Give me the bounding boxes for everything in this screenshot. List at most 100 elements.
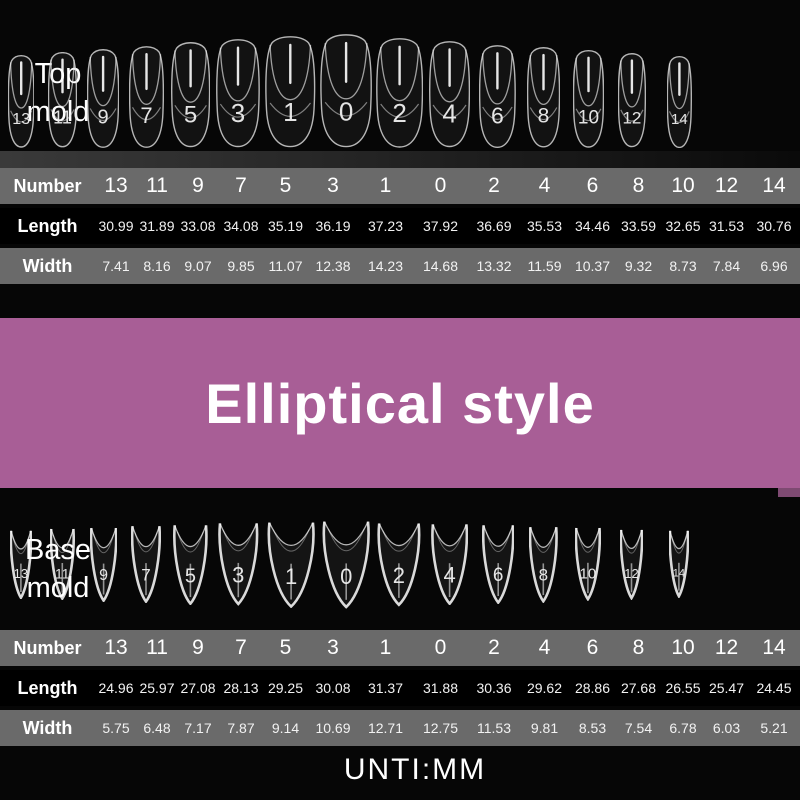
svg-text:11: 11 bbox=[55, 565, 70, 581]
size-number-cell: 13 bbox=[104, 636, 128, 659]
measurement-cell: 30.76 bbox=[756, 218, 792, 234]
size-number-cell: 10 bbox=[671, 636, 695, 659]
base-length-row: Length 24.96 25.97 27.08 28.13 29.25 30.08 31.… bbox=[0, 670, 800, 706]
measurement-cell: 10.37 bbox=[574, 258, 611, 274]
top-nail-tip: 13 bbox=[8, 55, 34, 148]
nail-slot: 4 bbox=[425, 41, 474, 148]
measurement-cell: 9.85 bbox=[227, 258, 255, 274]
nail-slot: 9 bbox=[82, 525, 124, 602]
measurement-cell: 34.08 bbox=[223, 218, 259, 234]
svg-text:7: 7 bbox=[141, 565, 150, 584]
size-number-cell: 0 bbox=[434, 174, 447, 197]
svg-text:6: 6 bbox=[491, 102, 504, 128]
svg-text:10: 10 bbox=[580, 566, 597, 583]
base-nail-tip: 3 bbox=[217, 523, 258, 606]
svg-text:0: 0 bbox=[338, 97, 352, 127]
svg-text:3: 3 bbox=[232, 563, 244, 588]
measurement-cell: 7.41 bbox=[102, 258, 130, 274]
svg-text:11: 11 bbox=[53, 107, 72, 127]
measurement-cell: 29.25 bbox=[267, 680, 304, 696]
top-number-cells: 13 11 9 7 5 3 1 0 2 4 6 8 10 12 14 bbox=[95, 174, 800, 198]
measurement-cell: 30.99 bbox=[98, 218, 134, 234]
measurement-cell: 31.88 bbox=[422, 680, 459, 696]
measurement-cell: 28.13 bbox=[223, 680, 259, 696]
measurement-cell: 9.81 bbox=[530, 720, 559, 736]
measurement-cell: 11.53 bbox=[477, 720, 511, 736]
size-number-cell: 13 bbox=[104, 174, 128, 197]
svg-text:13: 13 bbox=[14, 566, 28, 581]
measurement-cell: 31.37 bbox=[367, 680, 404, 696]
top-number-row: Number 13 11 9 7 5 3 1 0 2 4 6 8 10 12 14 bbox=[0, 168, 800, 204]
nail-slot: 3 bbox=[213, 39, 263, 148]
measurement-cell: 7.17 bbox=[184, 720, 212, 736]
measurement-cell: 9.07 bbox=[184, 258, 212, 274]
nail-slot: 1 bbox=[263, 36, 318, 148]
measurement-cell: 35.19 bbox=[267, 218, 304, 234]
size-number-cell: 5 bbox=[279, 636, 292, 659]
nail-slot: 5 bbox=[168, 42, 213, 148]
base-nail-tip: 2 bbox=[377, 522, 421, 607]
size-number-cell: 5 bbox=[279, 174, 292, 197]
nail-slot: 14 bbox=[653, 56, 705, 148]
top-nail-tip: 7 bbox=[128, 46, 164, 148]
measurement-cell: 33.59 bbox=[620, 218, 657, 234]
measurement-cell: 11.07 bbox=[268, 258, 303, 274]
size-number-cell: 7 bbox=[235, 636, 247, 659]
svg-text:2: 2 bbox=[392, 98, 406, 128]
size-number-cell: 0 bbox=[434, 636, 447, 659]
svg-text:13: 13 bbox=[12, 111, 30, 128]
top-nail-tip: 5 bbox=[171, 42, 210, 148]
base-length-row-label: Length bbox=[17, 677, 78, 698]
top-nail-tip: 10 bbox=[572, 50, 604, 148]
top-nail-tip: 2 bbox=[375, 38, 423, 148]
measurement-cell: 11.59 bbox=[527, 258, 562, 274]
base-width-row-label: Width bbox=[22, 717, 73, 738]
svg-text:5: 5 bbox=[185, 565, 196, 587]
nail-slot: 7 bbox=[124, 523, 168, 603]
top-length-row: Length 30.99 31.89 33.08 34.08 35.19 36.19 37.… bbox=[0, 208, 800, 244]
top-mold-spec-table: Number 13 11 9 7 5 3 1 0 2 4 6 8 10 12 14 Length 30.99… bbox=[0, 168, 800, 288]
size-number-cell: 1 bbox=[379, 636, 392, 659]
measurement-cell: 13.32 bbox=[476, 258, 512, 274]
base-nail-tip: 6 bbox=[481, 525, 514, 604]
base-nail-tip: 0 bbox=[322, 520, 370, 609]
measurement-cell: 14.68 bbox=[422, 258, 459, 274]
measurement-cell: 8.16 bbox=[143, 258, 171, 274]
base-number-row-label: Number bbox=[13, 637, 82, 658]
nail-slot: 13 bbox=[0, 528, 42, 599]
nail-slot: 6 bbox=[474, 522, 521, 604]
measurement-cell: 6.96 bbox=[760, 258, 788, 274]
top-nail-tip: 3 bbox=[216, 39, 260, 148]
measurement-cell: 6.48 bbox=[143, 720, 171, 736]
measurement-cell: 24.45 bbox=[756, 680, 792, 696]
top-number-row-label: Number bbox=[13, 175, 82, 196]
base-nail-tip: 1 bbox=[267, 521, 315, 608]
banner-corner-tab bbox=[778, 488, 800, 497]
base-mold-spec-table: Number 13 11 9 7 5 3 1 0 2 4 6 8 10 12 14 Length 24.96… bbox=[0, 630, 800, 750]
svg-text:8: 8 bbox=[539, 565, 548, 584]
nail-slot: 3 bbox=[213, 520, 263, 606]
measurement-cell: 30.08 bbox=[315, 680, 351, 696]
base-nail-tip: 9 bbox=[89, 527, 117, 602]
nail-slot: 0 bbox=[318, 518, 373, 609]
measurement-cell: 8.53 bbox=[578, 720, 607, 736]
svg-text:7: 7 bbox=[140, 103, 152, 128]
measurement-cell: 7.84 bbox=[712, 258, 741, 274]
svg-text:1: 1 bbox=[283, 97, 297, 127]
svg-text:10: 10 bbox=[577, 107, 598, 128]
measurement-cell: 9.14 bbox=[271, 720, 300, 736]
measurement-cell: 12.71 bbox=[367, 720, 404, 736]
nail-slot: 12 bbox=[610, 53, 653, 148]
nail-slot: 14 bbox=[653, 528, 705, 598]
measurement-cell: 8.73 bbox=[669, 258, 697, 274]
svg-text:4: 4 bbox=[442, 98, 456, 128]
base-nail-tip: 14 bbox=[669, 530, 689, 598]
top-length-cells: 30.99 31.89 33.08 34.08 35.19 36.19 37.23 37.92… bbox=[95, 218, 800, 234]
nail-slot: 1 bbox=[263, 519, 318, 608]
top-nail-tip: 14 bbox=[666, 56, 692, 148]
measurement-cell: 25.47 bbox=[708, 680, 745, 696]
top-mold-nail-row: 13 11 9 7 5 3 1 0 2 4 6 8 10 12 14 bbox=[0, 14, 800, 148]
size-number-cell: 12 bbox=[714, 174, 739, 197]
measurement-cell: 33.08 bbox=[180, 218, 216, 234]
top-nail-tip: 6 bbox=[479, 45, 516, 148]
